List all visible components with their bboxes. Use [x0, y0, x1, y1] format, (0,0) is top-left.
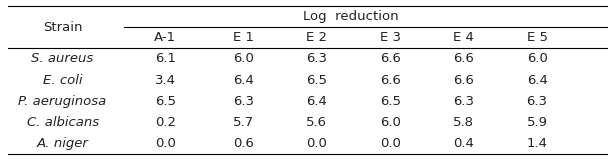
Text: 0.2: 0.2 — [154, 116, 176, 129]
Text: 6.5: 6.5 — [379, 95, 400, 108]
Text: 6.3: 6.3 — [526, 95, 547, 108]
Text: 6.4: 6.4 — [306, 95, 327, 108]
Text: 5.8: 5.8 — [453, 116, 474, 129]
Text: E. coli: E. coli — [43, 73, 82, 87]
Text: Strain: Strain — [43, 21, 82, 34]
Text: E 3: E 3 — [379, 31, 400, 44]
Text: 6.6: 6.6 — [379, 73, 400, 87]
Text: 6.3: 6.3 — [232, 95, 254, 108]
Text: E 5: E 5 — [526, 31, 547, 44]
Text: 5.6: 5.6 — [306, 116, 327, 129]
Text: 6.6: 6.6 — [453, 73, 474, 87]
Text: 0.0: 0.0 — [155, 137, 176, 150]
Text: 6.1: 6.1 — [154, 52, 176, 65]
Text: 6.6: 6.6 — [453, 52, 474, 65]
Text: 6.3: 6.3 — [453, 95, 474, 108]
Text: 0.0: 0.0 — [306, 137, 327, 150]
Text: 5.9: 5.9 — [526, 116, 547, 129]
Text: 3.4: 3.4 — [154, 73, 176, 87]
Text: E 2: E 2 — [306, 31, 327, 44]
Text: E 1: E 1 — [232, 31, 254, 44]
Text: 5.7: 5.7 — [232, 116, 254, 129]
Text: A-1: A-1 — [154, 31, 177, 44]
Text: S. aureus: S. aureus — [31, 52, 93, 65]
Text: 0.4: 0.4 — [453, 137, 474, 150]
Text: P. aeruginosa: P. aeruginosa — [18, 95, 107, 108]
Text: 6.5: 6.5 — [306, 73, 327, 87]
Text: A. niger: A. niger — [37, 137, 89, 150]
Text: 6.6: 6.6 — [379, 52, 400, 65]
Text: 6.0: 6.0 — [379, 116, 400, 129]
Text: C. albicans: C. albicans — [26, 116, 98, 129]
Text: 6.0: 6.0 — [233, 52, 253, 65]
Text: E 4: E 4 — [453, 31, 474, 44]
Text: 6.5: 6.5 — [154, 95, 176, 108]
Text: 1.4: 1.4 — [526, 137, 547, 150]
Text: 6.3: 6.3 — [306, 52, 327, 65]
Text: 6.4: 6.4 — [526, 73, 547, 87]
Text: 6.0: 6.0 — [526, 52, 547, 65]
Text: 0.0: 0.0 — [379, 137, 400, 150]
Text: Log  reduction: Log reduction — [303, 10, 399, 23]
Text: 0.6: 0.6 — [233, 137, 253, 150]
Text: 6.4: 6.4 — [233, 73, 253, 87]
